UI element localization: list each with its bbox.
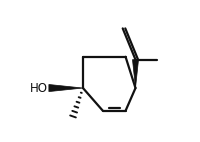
Polygon shape (132, 60, 139, 88)
Text: HO: HO (30, 82, 48, 95)
Polygon shape (49, 84, 83, 92)
